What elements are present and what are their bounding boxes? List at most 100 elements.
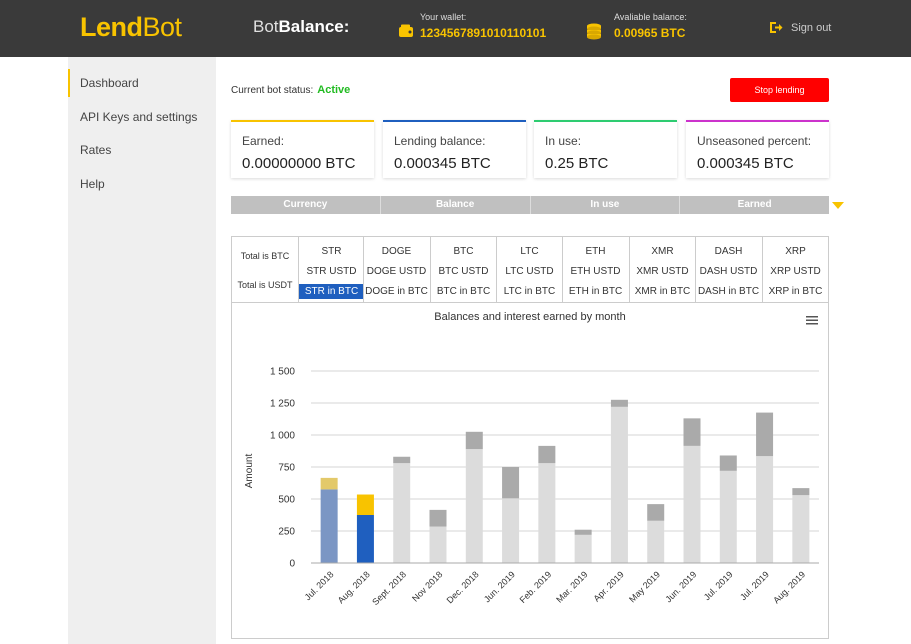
currency-column-xmr[interactable]: XMR XMR USTD XMR in BTC — [629, 237, 695, 302]
currency-cell-btc[interactable]: DOGE in BTC — [365, 286, 428, 297]
currency-cell-usd[interactable]: XRP USTD — [770, 266, 821, 277]
balances-chart: 0 250 500 750 1 000 1 250 1 500 Amount Jul. 2018… — [244, 367, 819, 607]
bot-balance-title: BotBalance: — [253, 17, 349, 37]
bar-segment — [719, 470, 737, 563]
bot-balance-title-light: Bot — [253, 17, 279, 36]
column-balance[interactable]: Balance — [381, 196, 531, 214]
wallet-info: Your wallet: 1234567891010110101 — [420, 12, 546, 40]
bar-segment — [538, 463, 556, 563]
currency-cell-btc[interactable]: ETH in BTC — [568, 286, 623, 297]
currency-cell-btc[interactable]: XMR in BTC — [634, 286, 691, 297]
y-tick-label: 250 — [278, 527, 295, 538]
bar-segment — [792, 495, 810, 563]
row-label-btc: Total is BTC — [240, 251, 290, 261]
app-logo[interactable]: LendBot — [80, 12, 182, 43]
currency-cell-btc[interactable]: STR in BTC — [299, 284, 364, 299]
logo-bold: Lend — [80, 12, 143, 42]
currency-cell-usd[interactable]: STR USTD — [306, 266, 357, 277]
column-earned[interactable]: Earned — [737, 199, 772, 210]
sidebar-item-api-keys[interactable]: API Keys and settings — [80, 110, 198, 124]
bar-segment — [610, 406, 628, 563]
currency-column-btc[interactable]: BTC BTC USTD BTC in BTC — [430, 237, 496, 302]
y-tick-label: 0 — [289, 559, 295, 570]
bar-segment — [465, 431, 483, 450]
column-in-use[interactable]: In use — [531, 196, 681, 214]
bar-segment — [502, 467, 520, 499]
currency-cell-usd[interactable]: LTC USTD — [505, 266, 554, 277]
sidebar-item-help[interactable]: Help — [80, 177, 105, 191]
currency-column-ltc[interactable]: LTC LTC USTD LTC in BTC — [496, 237, 562, 302]
currency-cell-btc[interactable]: DASH in BTC — [697, 286, 760, 297]
bar-segment — [683, 445, 701, 563]
x-tick-label: Aug. 2018 — [336, 569, 372, 605]
lending-balance-value: 0.000345 BTC — [394, 155, 491, 172]
bar-segment — [502, 498, 520, 563]
currency-cell-name[interactable]: DASH — [714, 246, 743, 257]
burger-menu-icon[interactable] — [806, 316, 818, 325]
y-tick-label: 750 — [278, 463, 295, 474]
currency-column-xrp[interactable]: XRP XRP USTD XRP in BTC — [762, 237, 828, 302]
currency-cell-usd[interactable]: DOGE USTD — [366, 266, 427, 277]
x-tick-label: Sept. 2018 — [370, 569, 408, 607]
currency-cell-usd[interactable]: DASH USTD — [699, 266, 758, 277]
lending-balance-title: Lending balance: — [394, 134, 486, 148]
bar-segment — [683, 418, 701, 446]
bar-segment — [610, 399, 628, 407]
logo-light: Bot — [142, 12, 183, 42]
bar-segment — [320, 477, 338, 490]
bar-segment — [429, 509, 447, 527]
currency-cell-name[interactable]: BTC — [453, 246, 474, 257]
currency-cell-name[interactable]: DOGE — [381, 246, 412, 257]
bar-segment — [429, 526, 447, 563]
currency-cell-usd[interactable]: BTC USTD — [438, 266, 489, 277]
currency-cell-name[interactable]: LTC — [520, 246, 539, 257]
currency-cell-name[interactable]: ETH — [585, 246, 606, 257]
bar-segment — [574, 534, 592, 563]
coins-icon — [587, 23, 601, 40]
bar-segment — [574, 529, 592, 535]
x-tick-label: Apr. 2019 — [592, 569, 626, 603]
currency-cell-btc[interactable]: BTC in BTC — [436, 286, 491, 297]
bar-segment — [393, 456, 411, 464]
bar-segment — [719, 455, 737, 471]
currency-cell-name[interactable]: STR — [321, 246, 342, 257]
currency-cell-name[interactable]: XMR — [651, 246, 674, 257]
bot-status-label: Current bot status: — [231, 85, 314, 96]
x-tick-label: Jul. 2019 — [702, 569, 735, 602]
unseasoned-value: 0.000345 BTC — [697, 155, 794, 172]
stop-lending-button[interactable]: Stop lending — [730, 78, 829, 102]
y-axis-label: Amount — [244, 454, 255, 489]
currency-column-dash[interactable]: DASH DASH USTD DASH in BTC — [695, 237, 761, 302]
bar-segment — [756, 412, 774, 457]
x-tick-label: Aug. 2019 — [771, 569, 807, 605]
sidebar-item-dashboard[interactable]: Dashboard — [68, 69, 216, 97]
sign-out-button[interactable]: Sign out — [769, 21, 831, 34]
y-tick-label: 1 250 — [270, 399, 295, 410]
currency-cell-btc[interactable]: LTC in BTC — [503, 286, 556, 297]
bar-segment — [320, 489, 338, 563]
column-currency[interactable]: Currency — [231, 196, 381, 214]
currency-cell-name[interactable]: XRP — [785, 246, 806, 257]
currency-cell-usd[interactable]: ETH USTD — [570, 266, 621, 277]
x-tick-label: Nov 2018 — [410, 569, 444, 603]
bar-segment — [356, 515, 374, 563]
sidebar: Dashboard API Keys and settings Rates He… — [68, 57, 216, 644]
currency-column-doge[interactable]: DOGE DOGE USTD DOGE in BTC — [363, 237, 429, 302]
currency-cell-btc[interactable]: XRP in BTC — [768, 286, 823, 297]
expand-triangle-icon[interactable] — [832, 202, 844, 209]
sidebar-item-rates[interactable]: Rates — [80, 143, 112, 157]
earned-value: 0.00000000 BTC — [242, 155, 356, 172]
balance-table-header: Currency Balance In use Earned — [231, 196, 829, 214]
sign-out-label: Sign out — [791, 21, 832, 34]
currency-column-eth[interactable]: ETH ETH USTD ETH in BTC — [562, 237, 628, 302]
x-tick-label: Mar. 2019 — [554, 569, 589, 604]
x-tick-label: Jul. 2018 — [303, 569, 336, 602]
bar-segment — [756, 456, 774, 563]
currency-cell-usd[interactable]: XMR USTD — [636, 266, 689, 277]
unseasoned-title: Unseasoned percent: — [697, 134, 812, 148]
currency-column-str[interactable]: STR STR USTD STR in BTC — [298, 237, 364, 302]
row-label-usdt: Total is USDT — [237, 280, 293, 290]
in-use-card: In use: 0.25 BTC — [534, 120, 677, 178]
x-tick-label: Jun. 2019 — [663, 569, 698, 604]
in-use-value: 0.25 BTC — [545, 155, 609, 172]
